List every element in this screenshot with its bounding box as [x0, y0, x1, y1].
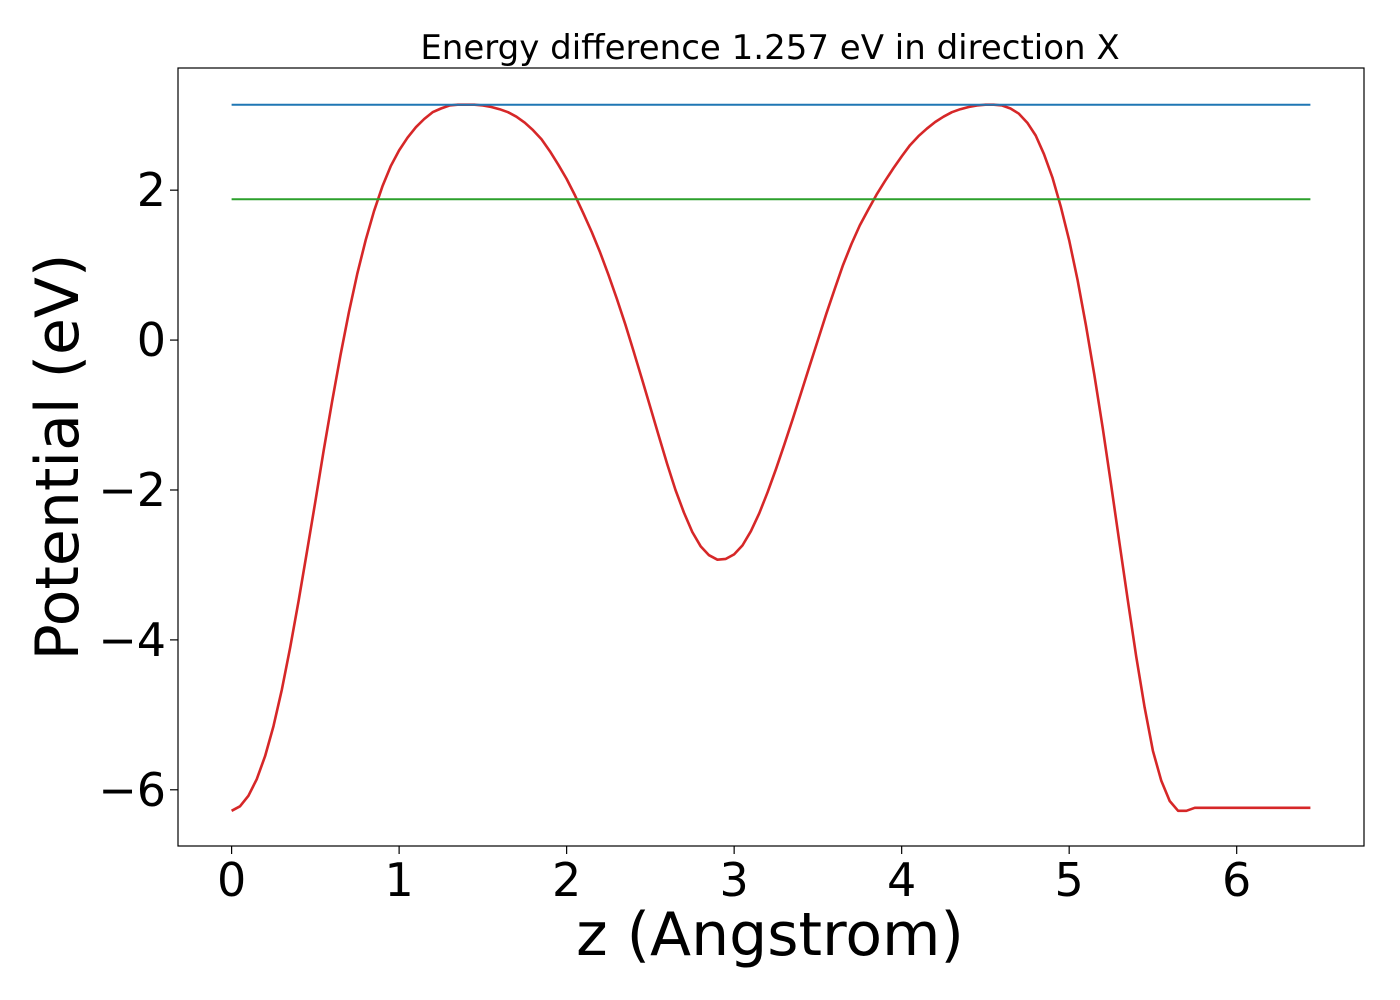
y-tick-label: −2: [98, 463, 166, 517]
x-axis: 0 1 2 3 4 5 6: [217, 846, 1251, 907]
y-tick-label: −6: [98, 763, 166, 817]
y-tick-label: 0: [137, 313, 166, 367]
plot-frame: [177, 67, 1365, 847]
x-tick-label: 3: [720, 853, 749, 907]
plot-lines: [230, 103, 1311, 813]
x-tick-label: 5: [1055, 853, 1084, 907]
y-tick-label: 2: [137, 163, 166, 217]
y-axis: −6 −4 −2 0 2: [98, 163, 178, 817]
x-tick-label: 4: [887, 853, 916, 907]
chart-title: Energy difference 1.257 eV in direction …: [420, 28, 1119, 68]
x-tick-label: 1: [384, 853, 413, 907]
x-tick-label: 0: [217, 853, 246, 907]
x-tick-label: 2: [552, 853, 581, 907]
x-tick-label: 6: [1222, 853, 1251, 907]
y-axis-label: Potential (eV): [23, 254, 93, 661]
series-line-0: [230, 103, 1311, 813]
x-axis-label: z (Angstrom): [576, 900, 964, 970]
y-tick-label: −4: [98, 613, 166, 667]
